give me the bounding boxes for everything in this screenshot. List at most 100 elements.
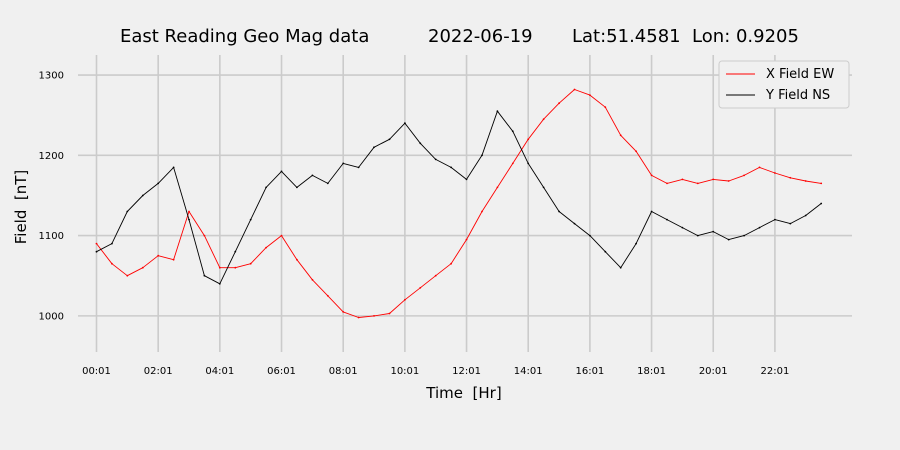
x-tick-label: 02:01	[144, 366, 173, 377]
data-point-x-field	[188, 210, 190, 213]
data-point-y-field	[326, 182, 329, 185]
x-axis-label: Time [Hr]	[425, 384, 501, 402]
data-point-y-field	[465, 178, 468, 181]
data-point-x-field	[419, 286, 422, 289]
x-tick-label: 00:01	[82, 366, 111, 377]
x-tick-label: 04:01	[205, 366, 234, 377]
data-point-y-field	[804, 214, 807, 217]
y-tick-label: 1300	[39, 71, 64, 82]
data-point-y-field	[249, 218, 252, 221]
series-line-x-field	[96, 89, 822, 318]
data-point-y-field	[527, 162, 530, 165]
data-point-y-field	[357, 166, 360, 169]
data-point-y-field	[188, 218, 190, 221]
data-point-y-field	[203, 274, 206, 277]
x-tick-label: 18:01	[637, 366, 666, 377]
data-point-x-field	[712, 178, 715, 181]
data-point-x-field	[203, 234, 206, 237]
data-point-y-field	[481, 154, 483, 157]
data-point-x-field	[758, 166, 761, 169]
x-grid	[95, 55, 776, 352]
series-layer	[95, 88, 823, 319]
data-point-x-field	[666, 182, 668, 185]
data-point-x-field	[342, 311, 345, 313]
data-point-x-field	[496, 186, 499, 189]
data-point-y-field	[265, 186, 267, 189]
data-point-y-field	[511, 130, 514, 133]
data-point-x-field	[218, 266, 221, 269]
data-point-y-field	[573, 222, 576, 225]
x-tick-label: 16:01	[575, 366, 604, 377]
x-tick-label: 06:01	[267, 366, 296, 377]
data-point-x-field	[296, 258, 298, 261]
x-tick-label: 10:01	[390, 366, 419, 377]
data-point-x-field	[373, 315, 375, 317]
data-point-y-field	[450, 166, 452, 169]
x-tick-labels: 00:01 02:01 04:01 06:01 08:01 10:01 12:01 14:01…	[82, 366, 789, 377]
data-point-x-field	[157, 254, 160, 257]
x-tick-label: 20:01	[699, 366, 728, 377]
data-point-x-field	[141, 266, 144, 269]
data-point-y-field	[141, 194, 144, 197]
data-point-y-field	[758, 226, 761, 229]
data-point-y-field	[589, 234, 591, 237]
data-point-x-field	[234, 266, 237, 269]
data-point-x-field	[774, 172, 776, 174]
data-point-x-field	[650, 174, 653, 177]
y-tick-label: 1200	[39, 151, 64, 162]
data-point-x-field	[357, 316, 360, 319]
data-point-x-field	[126, 274, 129, 277]
chart-date: 2022-06-19	[428, 26, 533, 47]
data-point-x-field	[326, 294, 329, 297]
data-point-y-field	[172, 166, 175, 169]
data-point-x-field	[280, 234, 283, 237]
y-tick-label: 1000	[39, 311, 64, 322]
data-point-y-field	[696, 234, 699, 237]
chart-title: East Reading Geo Mag data	[120, 26, 369, 47]
legend: X Field EW Y Field NS	[718, 60, 850, 109]
x-tick-label: 12:01	[452, 366, 481, 377]
series-line-y-field	[96, 110, 822, 285]
data-point-y-field	[712, 230, 715, 233]
data-point-y-field	[820, 202, 823, 205]
data-point-y-field	[635, 242, 637, 245]
data-point-y-field	[296, 186, 298, 189]
data-point-x-field	[743, 174, 745, 177]
data-point-y-field	[434, 158, 437, 161]
data-point-y-field	[280, 170, 283, 173]
data-point-x-field	[696, 182, 699, 185]
x-tick-label: 14:01	[514, 366, 543, 377]
data-point-x-field	[604, 106, 607, 109]
data-point-x-field	[527, 138, 530, 141]
data-point-x-field	[727, 180, 730, 182]
data-point-x-field	[789, 176, 792, 179]
data-point-x-field	[511, 162, 514, 165]
x-tick-label: 08:01	[329, 366, 358, 377]
data-point-x-field	[95, 242, 98, 245]
data-point-y-field	[388, 138, 391, 141]
data-point-y-field	[373, 146, 375, 149]
y-tick-labels: 1000 1100 1200 1300	[39, 71, 64, 323]
legend-box	[718, 60, 850, 109]
data-point-x-field	[481, 210, 483, 213]
data-point-y-field	[666, 218, 668, 221]
data-point-x-field	[820, 182, 823, 185]
legend-label-y-field: Y Field NS	[765, 88, 830, 103]
data-point-x-field	[434, 274, 437, 277]
data-point-x-field	[681, 178, 684, 181]
data-point-x-field	[249, 262, 252, 265]
data-point-x-field	[558, 102, 560, 105]
data-point-x-field	[404, 298, 406, 301]
data-point-y-field	[95, 250, 98, 253]
data-point-y-field	[789, 222, 792, 225]
data-point-y-field	[681, 226, 684, 229]
data-point-x-field	[804, 180, 807, 182]
data-point-x-field	[619, 134, 622, 137]
data-point-x-field	[450, 262, 452, 265]
data-point-x-field	[111, 262, 113, 265]
data-point-y-field	[650, 210, 653, 213]
data-point-y-field	[234, 250, 237, 253]
data-point-y-field	[774, 218, 776, 221]
